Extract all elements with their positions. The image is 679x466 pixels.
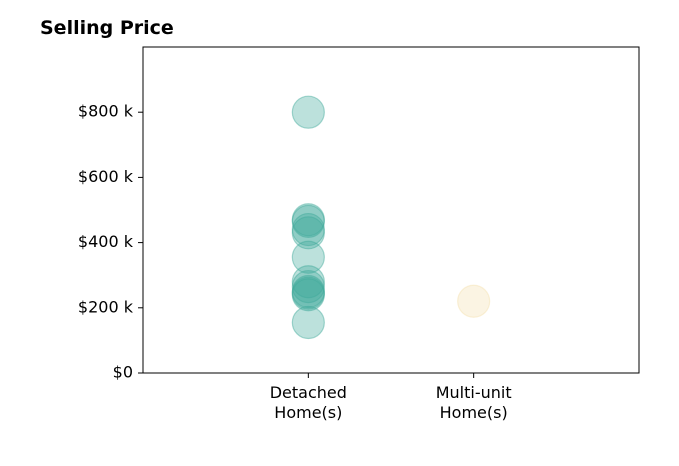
data-point: [291, 95, 325, 129]
x-tick-label: Home(s): [440, 403, 508, 422]
data-point: [291, 240, 325, 274]
y-tick-label: $200 k: [78, 297, 134, 316]
data-point: [291, 212, 325, 247]
y-tick-label: $0: [113, 363, 133, 382]
data-point: [291, 216, 325, 250]
data-point: [291, 203, 325, 237]
y-tick-label: $400 k: [78, 232, 134, 251]
data-point: [291, 265, 325, 299]
x-tick-label: Multi-unit: [436, 383, 512, 402]
x-tick-label: Home(s): [274, 403, 342, 422]
data-point: [291, 305, 325, 340]
chart-title: Selling Price: [40, 17, 174, 39]
data-point: [291, 204, 325, 239]
data-point: [291, 274, 325, 309]
y-tick-label: $600 k: [78, 167, 134, 186]
data-point: [291, 278, 325, 312]
data-point: [457, 284, 491, 318]
y-tick-label: $800 k: [78, 102, 134, 121]
x-tick-label: Detached: [270, 383, 347, 402]
y-axis: $0 $200 k $400 k $600 k $800 k: [78, 102, 143, 382]
data-points: [291, 95, 491, 340]
plot-frame: [142, 46, 640, 374]
data-point: [291, 270, 325, 304]
data-point: [291, 276, 325, 310]
